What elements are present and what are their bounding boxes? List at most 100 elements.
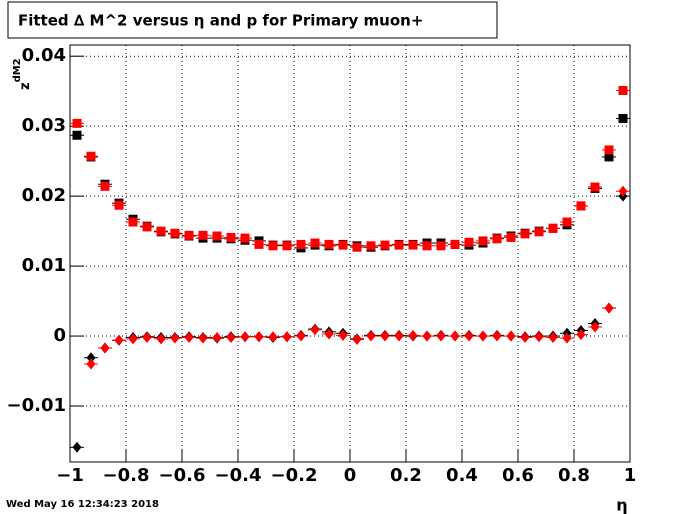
- x-tick-label: −1: [56, 465, 84, 486]
- x-tick-label: −0.6: [159, 465, 206, 486]
- square-marker: [548, 223, 558, 233]
- square-marker: [436, 241, 446, 251]
- square-marker: [100, 181, 110, 191]
- square-marker: [604, 145, 614, 155]
- diamond-marker: [422, 330, 432, 342]
- diamond-marker: [478, 330, 488, 342]
- x-tick-label: −0.4: [215, 465, 262, 486]
- diamond-marker: [240, 331, 250, 343]
- square-marker: [128, 217, 138, 227]
- diamond-marker: [506, 330, 516, 342]
- diamond-marker: [170, 332, 180, 344]
- square-marker: [394, 240, 404, 250]
- diamond-marker: [352, 334, 362, 346]
- x-tick-label: 0.2: [390, 465, 422, 486]
- square-marker: [198, 230, 208, 240]
- diamond-marker: [520, 331, 530, 343]
- chart-title: Fitted ∆ M^2 versus η and p for Primary …: [18, 12, 423, 30]
- diamond-marker: [282, 331, 292, 343]
- square-marker: [366, 241, 376, 251]
- square-marker: [380, 240, 390, 250]
- diamond-marker: [618, 185, 628, 197]
- x-tick-label: 0.8: [558, 465, 590, 486]
- square-marker: [590, 182, 600, 192]
- square-marker: [618, 85, 628, 95]
- diamond-marker: [394, 330, 404, 342]
- diamond-marker: [338, 329, 348, 341]
- x-tick-label: 0.6: [502, 465, 534, 486]
- square-marker: [72, 118, 82, 128]
- x-axis-label: η: [616, 496, 627, 514]
- diamond-marker: [86, 352, 96, 364]
- y-tick-label: 0.03: [22, 115, 66, 136]
- square-marker: [114, 200, 124, 210]
- diamond-marker: [128, 333, 138, 345]
- diamond-marker: [464, 330, 474, 342]
- plot-frame: [69, 44, 631, 463]
- y-axis-label: zdM2: [12, 58, 33, 90]
- square-marker: [86, 151, 96, 161]
- square-marker: [492, 234, 502, 244]
- square-marker: [296, 239, 306, 249]
- y-tick-label: −0.01: [7, 395, 67, 416]
- square-marker: [282, 241, 292, 251]
- diamond-marker: [492, 330, 502, 342]
- square-marker: [478, 236, 488, 246]
- diamond-marker: [114, 334, 124, 346]
- diamond-marker: [72, 441, 82, 453]
- square-marker: [254, 239, 264, 249]
- diamond-marker: [86, 358, 96, 370]
- square-marker: [240, 233, 250, 243]
- square-marker: [534, 227, 544, 237]
- square-marker: [324, 239, 334, 249]
- square-marker: [408, 240, 418, 250]
- square-marker: [520, 229, 530, 239]
- square-marker: [310, 238, 320, 248]
- x-tick-label: −0.2: [271, 465, 318, 486]
- diamond-marker: [310, 324, 320, 336]
- diamond-marker: [198, 332, 208, 344]
- diamond-marker: [254, 331, 264, 343]
- y-label-sub: dM2: [12, 58, 23, 82]
- diamond-marker: [548, 331, 558, 343]
- square-marker: [212, 231, 222, 241]
- y-tick-label: 0.01: [22, 255, 66, 276]
- diamond-marker: [590, 321, 600, 333]
- square-marker: [562, 217, 572, 227]
- diamond-marker: [604, 302, 614, 314]
- y-tick-label: 0.02: [22, 185, 66, 206]
- diamond-marker: [366, 330, 376, 342]
- diamond-marker: [100, 342, 110, 354]
- square-marker: [450, 239, 460, 249]
- square-marker: [338, 240, 348, 250]
- diamond-marker: [226, 331, 236, 343]
- square-marker: [422, 241, 432, 251]
- square-marker: [156, 226, 166, 236]
- diamond-marker: [184, 331, 194, 343]
- square-marker: [170, 228, 180, 238]
- x-tick-label: −0.8: [103, 465, 150, 486]
- square-marker: [226, 232, 236, 242]
- square-marker: [352, 242, 362, 252]
- x-tick-label: 0: [344, 465, 357, 486]
- y-tick-label: 0.04: [22, 45, 66, 66]
- square-marker: [506, 232, 516, 242]
- diamond-marker: [156, 333, 166, 345]
- diamond-marker: [324, 328, 334, 340]
- diamond-marker: [436, 330, 446, 342]
- square-marker: [142, 222, 152, 232]
- diamond-marker: [408, 329, 418, 341]
- diamond-marker: [142, 331, 152, 343]
- diamond-marker: [380, 330, 390, 342]
- diamond-marker: [296, 330, 306, 342]
- y-label-main: z: [18, 82, 33, 90]
- square-marker: [184, 230, 194, 240]
- y-tick-label: 0: [53, 325, 66, 346]
- x-tick-label: 1: [624, 465, 637, 486]
- square-marker: [618, 113, 628, 123]
- diamond-marker: [212, 331, 222, 343]
- diamond-marker: [268, 331, 278, 343]
- diamond-marker: [562, 332, 572, 344]
